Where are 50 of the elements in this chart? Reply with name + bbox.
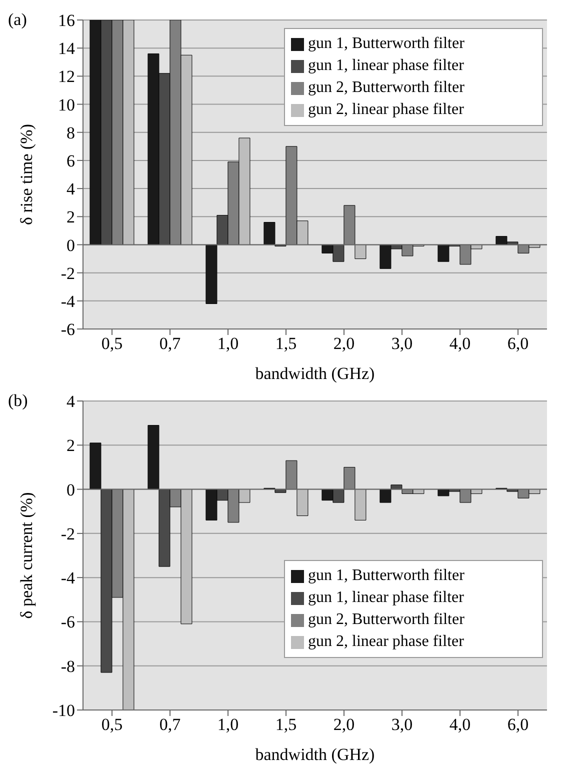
legend-label: gun 2, Butterworth filter bbox=[308, 79, 464, 96]
x-tick-label: 4,0 bbox=[449, 334, 471, 354]
y-axis-title: δ rise time (%) bbox=[17, 124, 36, 226]
x-tick-label: 0,5 bbox=[101, 334, 123, 354]
y-tick-label: 12 bbox=[58, 67, 75, 86]
text: (a) bbox=[8, 10, 27, 30]
x-tick-label: 6,0 bbox=[507, 334, 529, 354]
x-tick-label: 1,5 bbox=[275, 715, 297, 734]
x-tick-label: 3,0 bbox=[391, 715, 413, 734]
x-tick-label: 6,0 bbox=[507, 715, 529, 734]
y-axis-title: δ peak current (%) bbox=[17, 492, 36, 619]
x-tick-label: 0,5 bbox=[101, 715, 123, 734]
x-tick-label: 4,0 bbox=[449, 715, 471, 734]
x-tick-label: 2,0 bbox=[333, 715, 355, 734]
x-tick-label: 2,0 bbox=[333, 334, 355, 354]
legend-label: gun 1, Butterworth filter bbox=[308, 35, 464, 52]
legend-label: gun 1, linear phase filter bbox=[308, 57, 464, 74]
x-axis-title: bandwidth (GHz) bbox=[255, 745, 375, 764]
y-tick-label: 2 bbox=[66, 436, 75, 456]
x-tick-label: 0,7 bbox=[159, 334, 182, 354]
y-tick-label: -2 bbox=[60, 264, 75, 283]
x-tick-label: 1,0 bbox=[217, 334, 239, 354]
x-tick-label: 0,7 bbox=[159, 715, 182, 734]
legend-label: gun 2, linear phase filter bbox=[308, 101, 464, 118]
legend-label: gun 2, linear phase filter bbox=[308, 633, 464, 650]
y-tick-label: 2 bbox=[66, 208, 75, 227]
legend-label: gun 1, Butterworth filter bbox=[308, 567, 464, 584]
y-tick-label: 4 bbox=[66, 180, 76, 199]
text: (b) bbox=[8, 391, 28, 411]
x-tick-label: 1,5 bbox=[275, 334, 297, 354]
y-tick-label: 10 bbox=[58, 95, 75, 114]
y-tick-label: -10 bbox=[52, 701, 75, 720]
y-tick-label: 16 bbox=[58, 11, 75, 30]
x-tick-label: 1,0 bbox=[217, 715, 239, 734]
y-tick-label: -8 bbox=[60, 656, 75, 676]
y-tick-label: -4 bbox=[60, 292, 76, 311]
y-tick-label: 4 bbox=[66, 392, 76, 412]
y-tick-label: 8 bbox=[66, 123, 75, 142]
x-tick-label: 3,0 bbox=[391, 334, 413, 354]
y-tick-label: -6 bbox=[60, 320, 75, 340]
y-tick-label: 0 bbox=[66, 480, 75, 500]
y-tick-label: -2 bbox=[60, 524, 75, 544]
y-tick-label: -4 bbox=[60, 568, 76, 588]
y-tick-label: 14 bbox=[58, 39, 76, 58]
y-tick-label: -6 bbox=[60, 612, 75, 632]
legend-label: gun 1, linear phase filter bbox=[308, 589, 464, 606]
x-axis-title: bandwidth (GHz) bbox=[255, 364, 375, 383]
y-tick-label: 0 bbox=[66, 236, 75, 255]
legend-label: gun 2, Butterworth filter bbox=[308, 611, 464, 628]
y-tick-label: 6 bbox=[66, 151, 75, 170]
